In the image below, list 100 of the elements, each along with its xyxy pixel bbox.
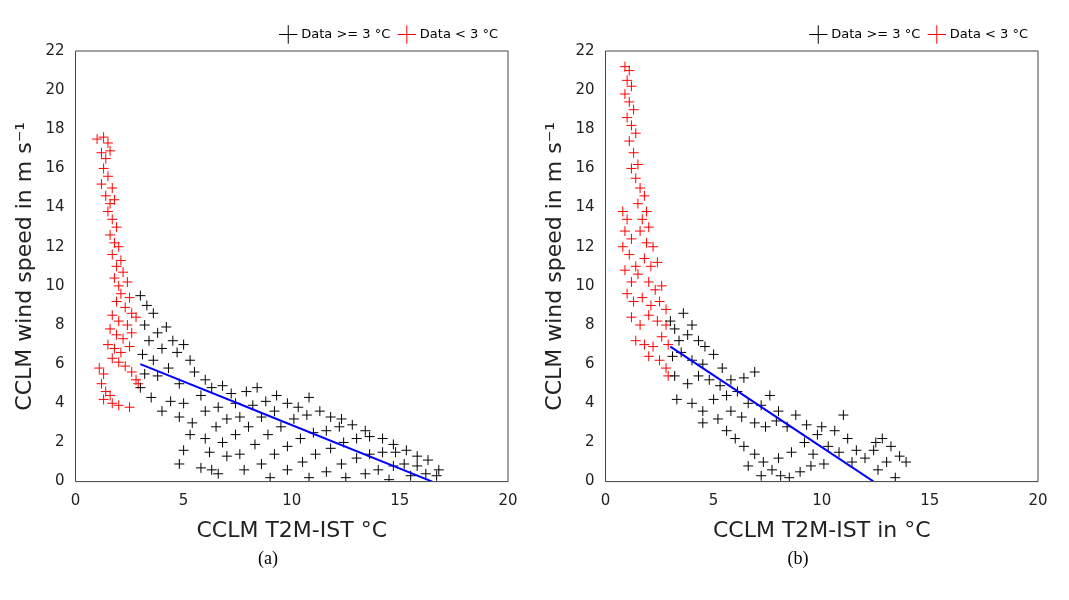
- y-tick-label: 8: [54, 314, 65, 333]
- y-tick-label: 20: [575, 80, 595, 99]
- point: [124, 341, 136, 353]
- y-tick-label: 4: [54, 393, 65, 412]
- point: [621, 288, 633, 300]
- y-tick-label: 2: [54, 432, 65, 451]
- point: [106, 397, 118, 409]
- x-tick-label: 20: [1028, 491, 1048, 510]
- point: [104, 145, 116, 157]
- point: [643, 276, 655, 288]
- x-tick-label: 20: [498, 491, 518, 510]
- x-tick-label: 0: [70, 491, 81, 510]
- y-tick-label: 10: [575, 275, 595, 294]
- point: [643, 221, 655, 233]
- point: [656, 280, 668, 292]
- point: [645, 299, 657, 311]
- point: [619, 225, 631, 237]
- point: [636, 213, 648, 225]
- y-tick-label: 0: [584, 471, 595, 490]
- point: [617, 241, 629, 253]
- point: [638, 252, 650, 264]
- point: [124, 292, 136, 304]
- point: [625, 311, 637, 323]
- point: [632, 198, 644, 210]
- point: [130, 311, 142, 323]
- point: [636, 292, 648, 304]
- point: [115, 254, 127, 266]
- point: [619, 61, 631, 73]
- point: [660, 362, 672, 374]
- y-tick-label: 2: [584, 432, 595, 451]
- y-tick-label: 4: [584, 393, 595, 412]
- point: [106, 182, 118, 194]
- point: [656, 331, 668, 343]
- point: [645, 260, 657, 272]
- point: [108, 194, 120, 206]
- point: [121, 276, 133, 288]
- point: [654, 296, 666, 308]
- point: [651, 256, 663, 268]
- point: [647, 341, 659, 353]
- point: [115, 288, 127, 300]
- point: [630, 335, 642, 347]
- x-tick-label: 15: [390, 491, 410, 510]
- y-tick-label: 16: [575, 158, 595, 177]
- legend-label: Data >= 3 °C: [831, 25, 921, 41]
- y-tick-label: 22: [575, 40, 595, 59]
- point: [632, 268, 644, 280]
- point: [662, 339, 674, 351]
- text: (b): [786, 548, 810, 569]
- y-tick-label: 12: [575, 236, 595, 255]
- point: [623, 65, 635, 77]
- y-tick-label: 6: [584, 354, 595, 373]
- point: [623, 135, 635, 147]
- point: [641, 206, 653, 217]
- y-tick-label: 18: [575, 119, 595, 138]
- point: [104, 389, 116, 401]
- y-tick-label: 22: [45, 40, 65, 59]
- x-tick-label: 5: [178, 491, 189, 510]
- point: [634, 225, 646, 237]
- y-axis-title: CCLM wind speed in m s⁻¹: [540, 121, 566, 411]
- x-axis-title: CCLM T2M-IST °C: [196, 516, 388, 542]
- point: [91, 133, 103, 145]
- point: [124, 401, 136, 413]
- point: [654, 354, 666, 366]
- y-axis-title: CCLM wind speed in m s⁻¹: [10, 121, 36, 411]
- x-tick-label: 10: [812, 491, 832, 510]
- x-tick-label: 10: [282, 491, 302, 510]
- point: [106, 249, 118, 261]
- point: [638, 339, 650, 351]
- point: [628, 147, 640, 159]
- x-tick-label: 15: [920, 491, 940, 510]
- x-tick-label: 5: [708, 491, 719, 510]
- y-tick-label: 12: [45, 236, 65, 255]
- point: [630, 260, 642, 272]
- y-tick-label: 16: [45, 158, 65, 177]
- point: [111, 296, 123, 308]
- y-tick-label: 20: [45, 80, 65, 99]
- point: [625, 276, 637, 288]
- point: [643, 309, 655, 321]
- point: [625, 233, 637, 245]
- point: [651, 315, 663, 327]
- y-tick-label: 10: [45, 275, 65, 294]
- point: [619, 264, 631, 276]
- y-tick-label: 8: [584, 314, 595, 333]
- text: (a): [257, 548, 279, 569]
- point: [632, 159, 644, 171]
- y-tick-label: 14: [45, 197, 65, 216]
- y-tick-label: 18: [45, 119, 65, 138]
- y-tick-label: 0: [54, 471, 65, 490]
- point: [98, 393, 110, 405]
- point: [625, 162, 637, 174]
- legend-label: Data >= 3 °C: [301, 25, 391, 41]
- point: [660, 319, 672, 331]
- legend-label: Data < 3 °C: [419, 25, 499, 41]
- point: [660, 303, 672, 315]
- point: [132, 378, 144, 390]
- y-tick-label: 6: [54, 354, 65, 373]
- point: [630, 172, 642, 184]
- y-tick-label: 14: [575, 197, 595, 216]
- x-tick-label: 0: [600, 491, 611, 510]
- point: [95, 178, 107, 190]
